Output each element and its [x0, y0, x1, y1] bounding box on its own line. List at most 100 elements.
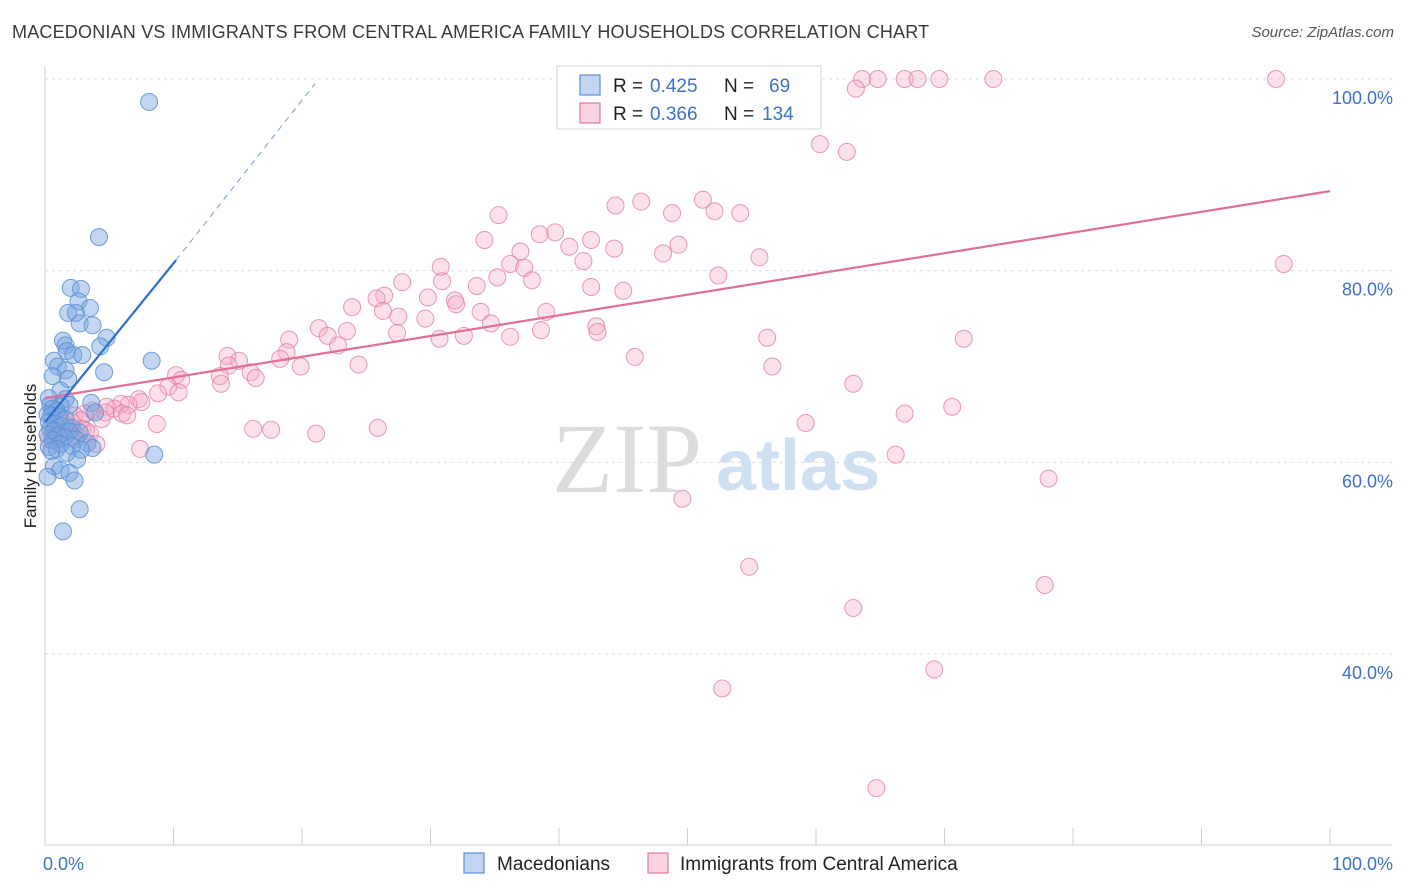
point-immigrants [984, 70, 1003, 88]
point-macedonians [89, 228, 108, 247]
y-tick-label-100: 100.0% [1332, 88, 1393, 108]
point-immigrants [1039, 469, 1058, 488]
point-immigrants [210, 367, 229, 386]
axes [44, 66, 1392, 846]
trend-line-macedonians [44, 259, 177, 423]
point-immigrants [750, 248, 769, 267]
point-immigrants [731, 204, 750, 223]
point-immigrants [669, 235, 688, 254]
point-immigrants [149, 384, 168, 403]
point-macedonians [78, 434, 97, 453]
point-immigrants [388, 323, 407, 342]
point-immigrants [867, 779, 886, 798]
point-immigrants [574, 252, 593, 271]
series-legend: Macedonians Immigrants from Central Amer… [463, 852, 958, 875]
point-immigrants [433, 272, 452, 291]
point-macedonians [60, 422, 79, 441]
point-immigrants [846, 79, 865, 98]
legend-r-label-1: R = [613, 76, 643, 97]
point-macedonians [65, 471, 84, 490]
legend-r-value-2: 0.366 [650, 104, 698, 125]
point-immigrants [587, 317, 606, 336]
y-tick-label-60: 60.0% [1342, 471, 1393, 491]
point-immigrants [530, 225, 549, 244]
point-macedonians [145, 445, 164, 464]
point-immigrants [853, 70, 872, 88]
point-immigrants [218, 346, 237, 365]
legend-n-value-1: 69 [769, 76, 790, 97]
point-macedonians [57, 443, 76, 462]
trend-line-macedonians-extension [175, 83, 316, 261]
point-immigrants [337, 322, 356, 341]
point-macedonians [53, 522, 72, 541]
point-immigrants [895, 70, 914, 88]
legend-swatch-pink [579, 102, 601, 124]
point-immigrants [582, 277, 601, 296]
point-macedonians [38, 467, 57, 486]
point-immigrants [546, 223, 565, 242]
point-immigrants [837, 142, 856, 161]
point-macedonians [53, 331, 72, 350]
point-immigrants [868, 70, 887, 88]
series-immigrants-points [39, 70, 1293, 798]
point-immigrants [471, 302, 490, 321]
point-immigrants [501, 254, 520, 273]
legend-r-label-2: R = [613, 104, 643, 125]
point-immigrants [943, 397, 962, 416]
point-immigrants [605, 239, 624, 258]
y-axis-label: Family Households [21, 384, 40, 529]
bottom-legend-swatch-blue [463, 852, 485, 874]
chart-title: MACEDONIAN VS IMMIGRANTS FROM CENTRAL AM… [12, 22, 930, 42]
point-immigrants [614, 281, 633, 300]
point-immigrants [588, 323, 607, 341]
point-immigrants [129, 390, 148, 409]
trend-line-immigrants [44, 190, 1331, 400]
point-immigrants [1274, 254, 1293, 273]
point-macedonians [83, 316, 102, 335]
point-immigrants [488, 268, 507, 287]
point-macedonians [42, 441, 61, 460]
point-immigrants [262, 420, 281, 439]
point-immigrants [763, 357, 782, 376]
point-macedonians [82, 393, 101, 412]
point-immigrants [844, 599, 863, 617]
bottom-legend-immigrants: Immigrants from Central America [680, 854, 958, 875]
legend-n-label-2: N = [724, 104, 754, 125]
x-tick-label-left: 0.0% [43, 854, 84, 874]
point-immigrants [895, 404, 914, 423]
point-immigrants [349, 355, 368, 374]
legend-n-value-2: 134 [762, 104, 794, 125]
point-immigrants [475, 231, 494, 249]
point-immigrants [277, 343, 296, 362]
point-macedonians [80, 299, 99, 318]
point-immigrants [212, 374, 231, 393]
point-macedonians [59, 303, 78, 322]
point-immigrants [307, 424, 326, 443]
point-immigrants [230, 351, 249, 370]
watermark-atlas: atlas [716, 426, 880, 506]
point-immigrants [291, 357, 310, 376]
legend-box [556, 65, 822, 130]
correlation-legend: R = 0.425 N = 69 R = 0.366 N = 134 [556, 65, 822, 130]
point-immigrants [169, 383, 188, 402]
gridlines [45, 78, 1392, 655]
point-immigrants [673, 489, 692, 508]
bottom-legend-macedonians: Macedonians [497, 854, 610, 875]
legend-n-label-1: N = [724, 76, 754, 97]
point-immigrants [343, 298, 362, 317]
point-immigrants [389, 307, 408, 326]
point-immigrants [693, 190, 712, 209]
point-macedonians [140, 93, 159, 111]
point-macedonians [142, 351, 161, 370]
point-immigrants [431, 257, 450, 276]
point-immigrants [147, 415, 166, 433]
point-immigrants [447, 295, 466, 314]
point-immigrants [481, 314, 500, 333]
point-immigrants [844, 374, 863, 393]
point-immigrants [489, 206, 508, 225]
source-label: Source: ZipAtlas.com [1251, 24, 1394, 41]
tick-labels: 40.0% 60.0% 80.0% 100.0% 0.0% 100.0% [43, 88, 1393, 874]
point-immigrants [713, 679, 732, 698]
point-macedonians [71, 440, 90, 459]
